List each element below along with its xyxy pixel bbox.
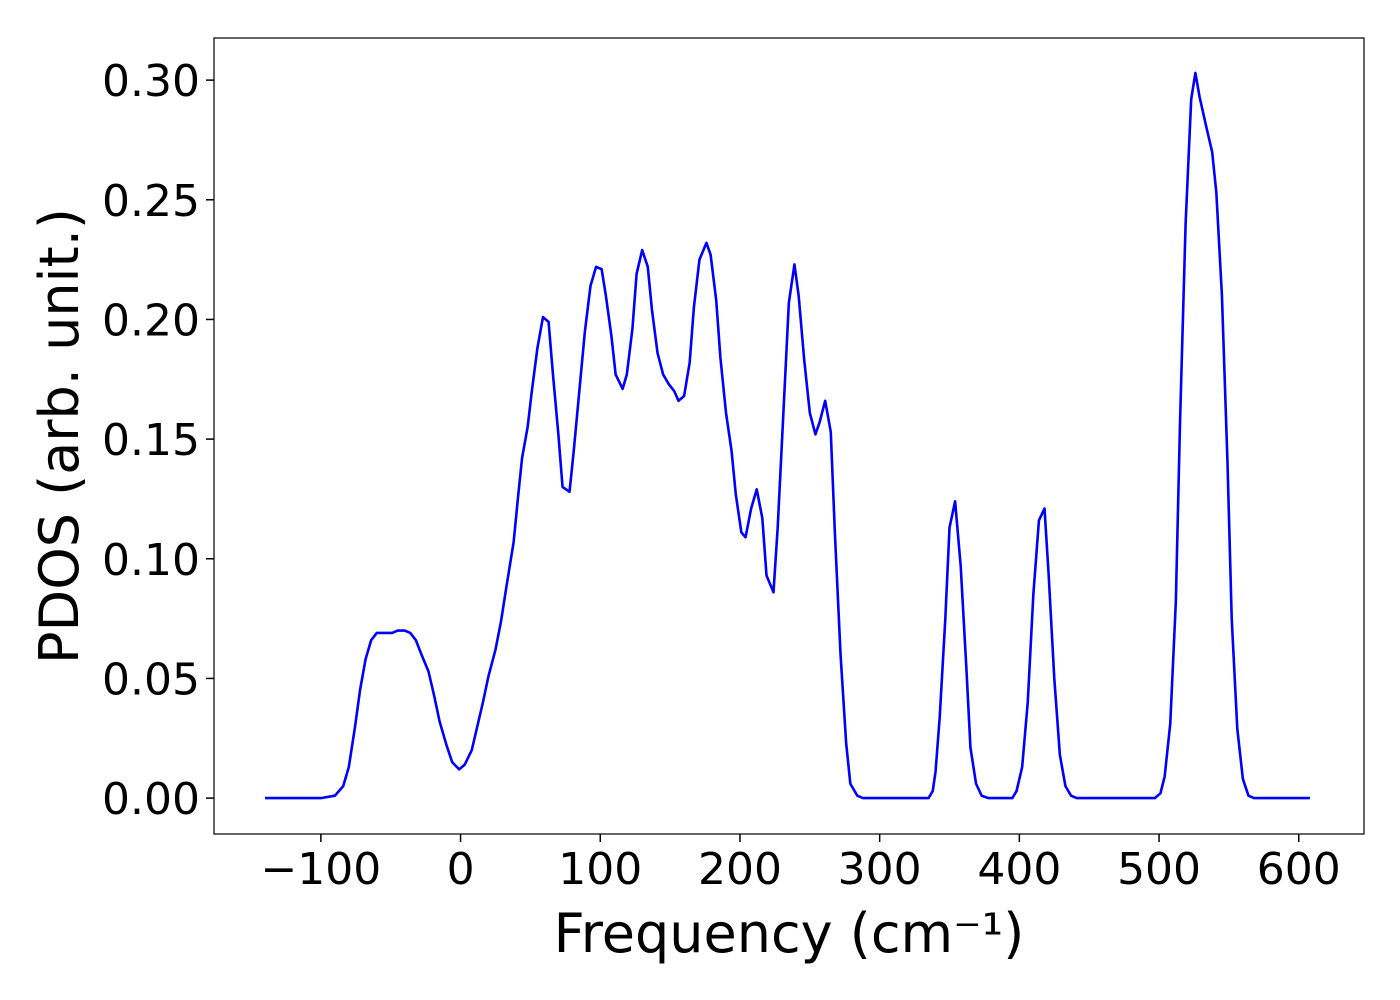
x-axis-label: Frequency (cm⁻¹) (554, 902, 1025, 965)
y-tick-label: 0.25 (102, 176, 200, 227)
plot-frame (213, 37, 1365, 835)
y-tick-label: 0.20 (102, 295, 200, 346)
x-tick-label: 300 (838, 844, 922, 895)
x-tick-label: 0 (447, 844, 475, 895)
y-tick-label: 0.30 (102, 56, 200, 107)
x-tick-label: −100 (260, 844, 381, 895)
x-tick-label: 500 (1117, 844, 1201, 895)
x-tick-label: 400 (977, 844, 1061, 895)
data-line (264, 71, 1310, 800)
y-tick-label: 0.00 (102, 774, 200, 825)
y-tick-label: 0.15 (102, 415, 200, 466)
y-tick-label: 0.05 (102, 654, 200, 705)
x-tick-label: 100 (558, 844, 642, 895)
y-tick-label: 0.10 (102, 535, 200, 586)
y-axis-label: PDOS (arb. unit.) (28, 208, 91, 664)
x-tick-label: 600 (1257, 844, 1341, 895)
x-tick-label: 200 (698, 844, 782, 895)
